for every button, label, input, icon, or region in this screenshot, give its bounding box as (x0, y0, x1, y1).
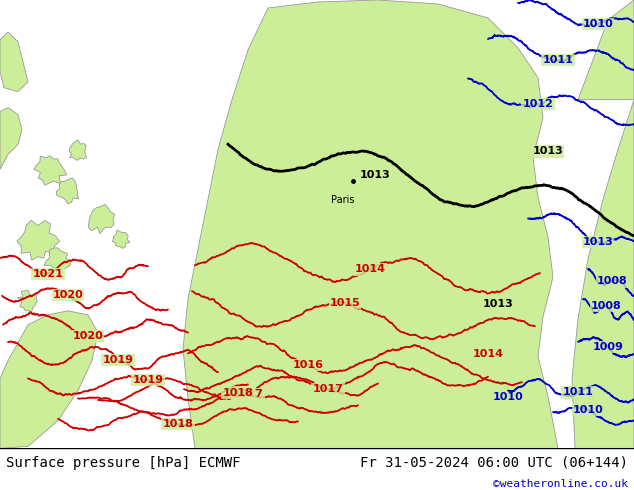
Polygon shape (89, 204, 115, 234)
Text: 1008: 1008 (591, 301, 621, 311)
Polygon shape (0, 311, 98, 448)
Text: 1009: 1009 (593, 343, 623, 352)
Text: 1013: 1013 (583, 237, 613, 247)
Polygon shape (572, 99, 634, 448)
Text: 1020: 1020 (53, 290, 84, 300)
Text: 1020: 1020 (73, 331, 103, 341)
Text: 1010: 1010 (573, 405, 604, 415)
Text: 1010: 1010 (493, 392, 524, 401)
Text: 1021: 1021 (32, 269, 63, 279)
Text: ©weatheronline.co.uk: ©weatheronline.co.uk (493, 479, 628, 489)
Text: 1017: 1017 (313, 384, 344, 394)
Text: 1019: 1019 (133, 375, 164, 385)
Text: 1016: 1016 (292, 360, 323, 369)
Polygon shape (17, 220, 60, 260)
Text: 1010: 1010 (583, 19, 613, 29)
Text: 1012: 1012 (522, 99, 553, 109)
Text: 1008: 1008 (597, 276, 628, 287)
Polygon shape (56, 178, 79, 204)
Text: 1013: 1013 (482, 299, 514, 309)
Text: Fr 31-05-2024 06:00 UTC (06+144): Fr 31-05-2024 06:00 UTC (06+144) (359, 456, 628, 470)
Polygon shape (34, 156, 67, 185)
Polygon shape (69, 140, 87, 160)
Text: Surface pressure [hPa] ECMWF: Surface pressure [hPa] ECMWF (6, 456, 241, 470)
Text: 1018: 1018 (223, 388, 254, 397)
Text: 1019: 1019 (103, 355, 134, 365)
Polygon shape (0, 108, 22, 170)
Text: 1013: 1013 (533, 147, 564, 156)
Text: 1015: 1015 (330, 298, 360, 308)
Polygon shape (18, 291, 37, 312)
Text: 1018: 1018 (162, 419, 193, 429)
Polygon shape (0, 32, 28, 92)
Polygon shape (578, 0, 634, 99)
Text: 1017: 1017 (233, 390, 264, 399)
Text: Paris: Paris (331, 196, 355, 205)
Polygon shape (183, 0, 558, 448)
Text: 1011: 1011 (562, 388, 593, 397)
Text: 1013: 1013 (360, 171, 391, 180)
Text: 1014: 1014 (354, 265, 385, 274)
Text: 1011: 1011 (543, 55, 573, 65)
Polygon shape (44, 248, 71, 271)
Text: 1014: 1014 (472, 349, 503, 359)
Polygon shape (112, 230, 130, 248)
